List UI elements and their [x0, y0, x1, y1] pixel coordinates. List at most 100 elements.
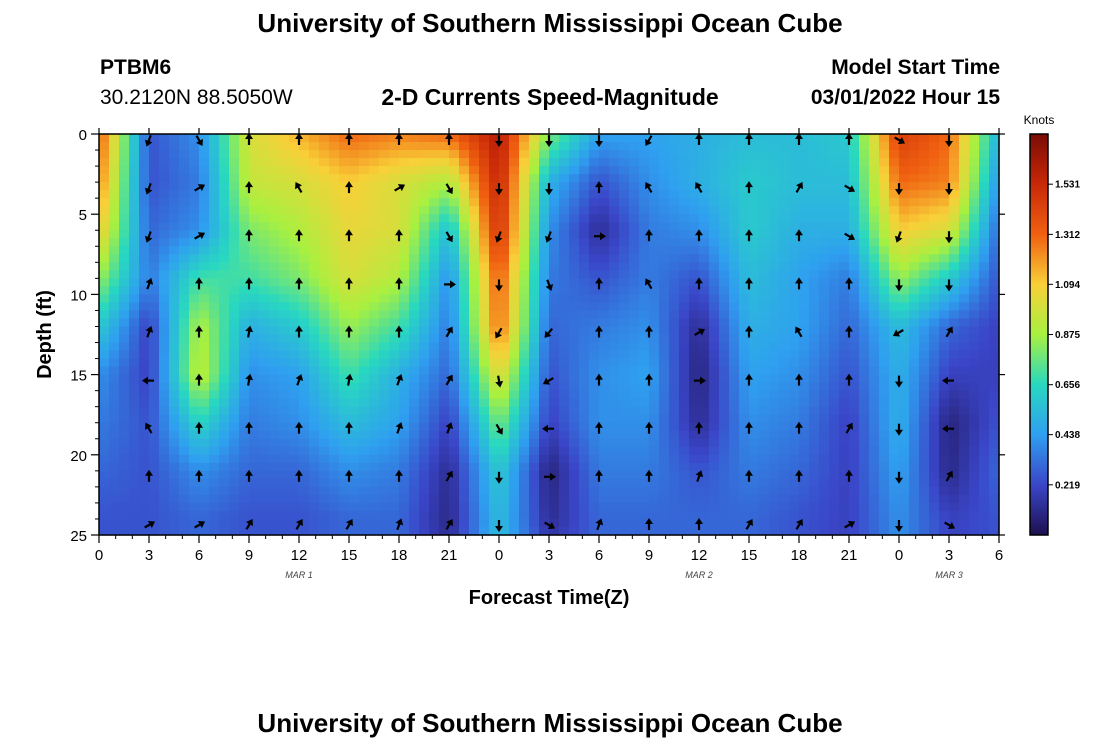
heatmap-cell	[699, 366, 710, 376]
heatmap-cell	[349, 334, 360, 344]
heatmap-cell	[669, 446, 680, 456]
current-arrow	[645, 135, 653, 147]
heatmap-cell	[719, 318, 730, 328]
heatmap-cell	[299, 238, 310, 247]
current-arrow	[295, 229, 303, 242]
heatmap-cell	[909, 326, 920, 336]
heatmap-cell	[539, 190, 550, 199]
heatmap-cell	[279, 310, 290, 320]
heatmap-cell	[369, 382, 380, 392]
heatmap-cell	[219, 454, 230, 464]
heatmap-cell	[129, 158, 140, 167]
heatmap-cell	[369, 190, 380, 199]
heatmap-cell	[279, 366, 290, 376]
heatmap-cell	[749, 294, 760, 304]
heatmap-cell	[599, 166, 610, 175]
heatmap-cell	[579, 454, 590, 464]
heatmap-cell	[109, 254, 120, 263]
heatmap-cell	[519, 190, 530, 199]
heatmap-cell	[329, 518, 340, 528]
heatmap-cell	[389, 214, 400, 223]
heatmap-cell	[249, 134, 260, 143]
heatmap-cell	[469, 318, 480, 328]
heatmap-cell	[469, 430, 480, 440]
heatmap-cell	[229, 406, 240, 416]
heatmap-cell	[699, 318, 710, 328]
heatmap-cell	[709, 302, 720, 312]
heatmap-cell	[469, 486, 480, 496]
heatmap-cell	[889, 478, 900, 488]
heatmap-cell	[559, 478, 570, 488]
heatmap-cell	[469, 518, 480, 528]
heatmap-cell	[879, 486, 890, 496]
heatmap-cell	[329, 278, 340, 287]
heatmap-cell	[809, 382, 820, 392]
heatmap-cell	[499, 198, 510, 207]
heatmap-cell	[109, 206, 120, 215]
heatmap-cell	[499, 494, 510, 504]
heatmap-cell	[169, 342, 180, 352]
current-arrow	[844, 521, 856, 529]
heatmap-cell	[819, 334, 830, 344]
heatmap-cell	[629, 414, 640, 424]
heatmap-cell	[219, 334, 230, 344]
heatmap-cell	[849, 470, 860, 480]
heatmap-cell	[779, 262, 790, 271]
heatmap-cell	[819, 262, 830, 271]
heatmap-cell	[949, 230, 960, 239]
heatmap-cell	[939, 286, 950, 295]
heatmap-cell	[449, 262, 460, 271]
heatmap-cell	[489, 486, 500, 496]
heatmap-cell	[599, 462, 610, 472]
heatmap-cell	[219, 190, 230, 199]
heatmap-cell	[829, 342, 840, 352]
heatmap-cell	[639, 462, 650, 472]
current-arrow	[745, 469, 753, 482]
heatmap-cell	[749, 438, 760, 448]
heatmap-cell	[809, 446, 820, 456]
heatmap-cell	[209, 526, 220, 536]
current-arrow	[645, 373, 653, 386]
heatmap-cell	[359, 214, 370, 223]
heatmap-cell	[259, 174, 270, 183]
heatmap-cell	[969, 134, 980, 143]
heatmap-cell	[299, 246, 310, 255]
heatmap-cell	[769, 446, 780, 456]
heatmap-cell	[629, 366, 640, 376]
heatmap-cell	[569, 438, 580, 448]
heatmap-cell	[769, 486, 780, 496]
heatmap-cell	[709, 134, 720, 143]
heatmap-cell	[949, 430, 960, 440]
heatmap-cell	[409, 286, 420, 295]
current-arrow	[295, 277, 303, 290]
heatmap-cell	[249, 262, 260, 271]
heatmap-cell	[749, 526, 760, 536]
heatmap-cell	[719, 414, 730, 424]
heatmap-cell	[439, 294, 450, 304]
heatmap-cell	[119, 150, 130, 159]
heatmap-cell	[879, 166, 890, 175]
heatmap-cell	[159, 238, 170, 247]
heatmap-cell	[209, 430, 220, 440]
heatmap-cell	[799, 206, 810, 215]
heatmap-cell	[569, 142, 580, 151]
heatmap-cell	[859, 326, 870, 336]
heatmap-cell	[599, 262, 610, 271]
heatmap-cell	[669, 246, 680, 255]
heatmap-cell	[749, 150, 760, 159]
heatmap-cell	[189, 430, 200, 440]
heatmap-cell	[409, 326, 420, 336]
heatmap-cell	[249, 358, 260, 368]
heatmap-cell	[819, 382, 830, 392]
heatmap-cell	[589, 286, 600, 295]
heatmap-cell	[879, 254, 890, 263]
heatmap-cell	[469, 406, 480, 416]
heatmap-cell	[449, 422, 460, 432]
heatmap-cell	[959, 198, 970, 207]
heatmap-cell	[669, 326, 680, 336]
heatmap-cell	[509, 206, 520, 215]
heatmap-cell	[679, 422, 690, 432]
heatmap-cell	[839, 478, 850, 488]
heatmap-cell	[209, 158, 220, 167]
heatmap-cell	[489, 390, 500, 400]
